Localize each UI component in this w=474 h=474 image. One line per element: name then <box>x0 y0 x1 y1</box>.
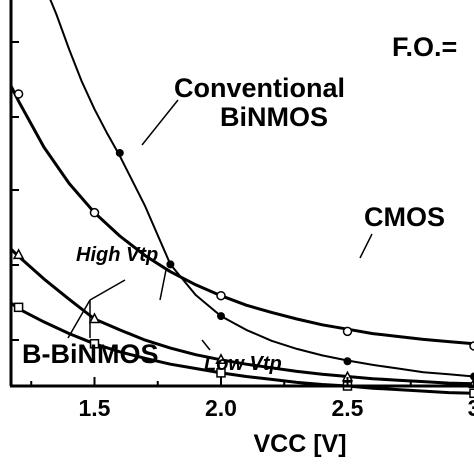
annotation-b-binmos: B-BiNMOS <box>22 339 159 369</box>
annotation-high-vtp: High Vtp <box>76 244 158 266</box>
x-tick-label-3: 3 <box>468 395 474 421</box>
x-tick-label-1: 2.0 <box>205 395 237 421</box>
series-line-b-binmos-high-vtp <box>9 248 474 386</box>
data-point-b-binmos-low-vtp-1 <box>89 339 100 349</box>
leader-cmos <box>359 233 373 259</box>
x-tick-labels: 1.5 2.0 2.5 3 <box>78 395 474 421</box>
series-line-b-binmos-low-vtp <box>10 301 474 395</box>
leader-conventional-binmos <box>141 99 179 146</box>
annotation-leader-lines <box>67 99 373 351</box>
data-point-b-binmos-high-vtp-1 <box>88 312 101 324</box>
annotation-conventional: Conventional <box>174 73 345 103</box>
data-point-b-binmos-high-vtp-0 <box>12 248 25 260</box>
data-point-cmos-2 <box>216 290 226 301</box>
leader-b-binmos-left <box>67 299 91 339</box>
data-point-b-binmos-high-vtp-2 <box>215 353 227 365</box>
annotation-low-vtp: Low Vtp <box>204 353 282 375</box>
data-point-cmos-3 <box>342 326 353 337</box>
annotation-binmos: BiNMOS <box>220 102 328 132</box>
series-line-cmos <box>9 85 474 346</box>
data-point-conventional-binmos-2 <box>216 312 225 321</box>
x-axis-title: VCC [V] <box>253 430 346 458</box>
data-point-conventional-binmos-0 <box>115 148 124 157</box>
data-point-conventional-binmos-1 <box>166 260 175 269</box>
annotation-fo: F.O.= <box>392 32 457 62</box>
axes <box>9 0 474 388</box>
x-tick-label-2: 2.5 <box>332 395 364 421</box>
leader-high-vtp <box>159 269 167 301</box>
data-point-cmos-0 <box>13 89 24 99</box>
x-tick-label-0: 1.5 <box>78 395 110 421</box>
data-point-b-binmos-low-vtp-4 <box>469 388 474 399</box>
data-point-b-binmos-low-vtp-2 <box>216 368 226 378</box>
data-point-conventional-binmos-3 <box>343 357 352 366</box>
leader-b-binmos-to-high <box>89 279 126 301</box>
leader-low-vtp <box>201 339 211 351</box>
series-layer <box>9 0 474 395</box>
data-point-cmos-1 <box>89 207 100 218</box>
data-point-b-binmos-low-vtp-0 <box>13 302 24 313</box>
data-point-cmos-4 <box>469 341 474 351</box>
annotation-cmos: CMOS <box>364 202 445 232</box>
